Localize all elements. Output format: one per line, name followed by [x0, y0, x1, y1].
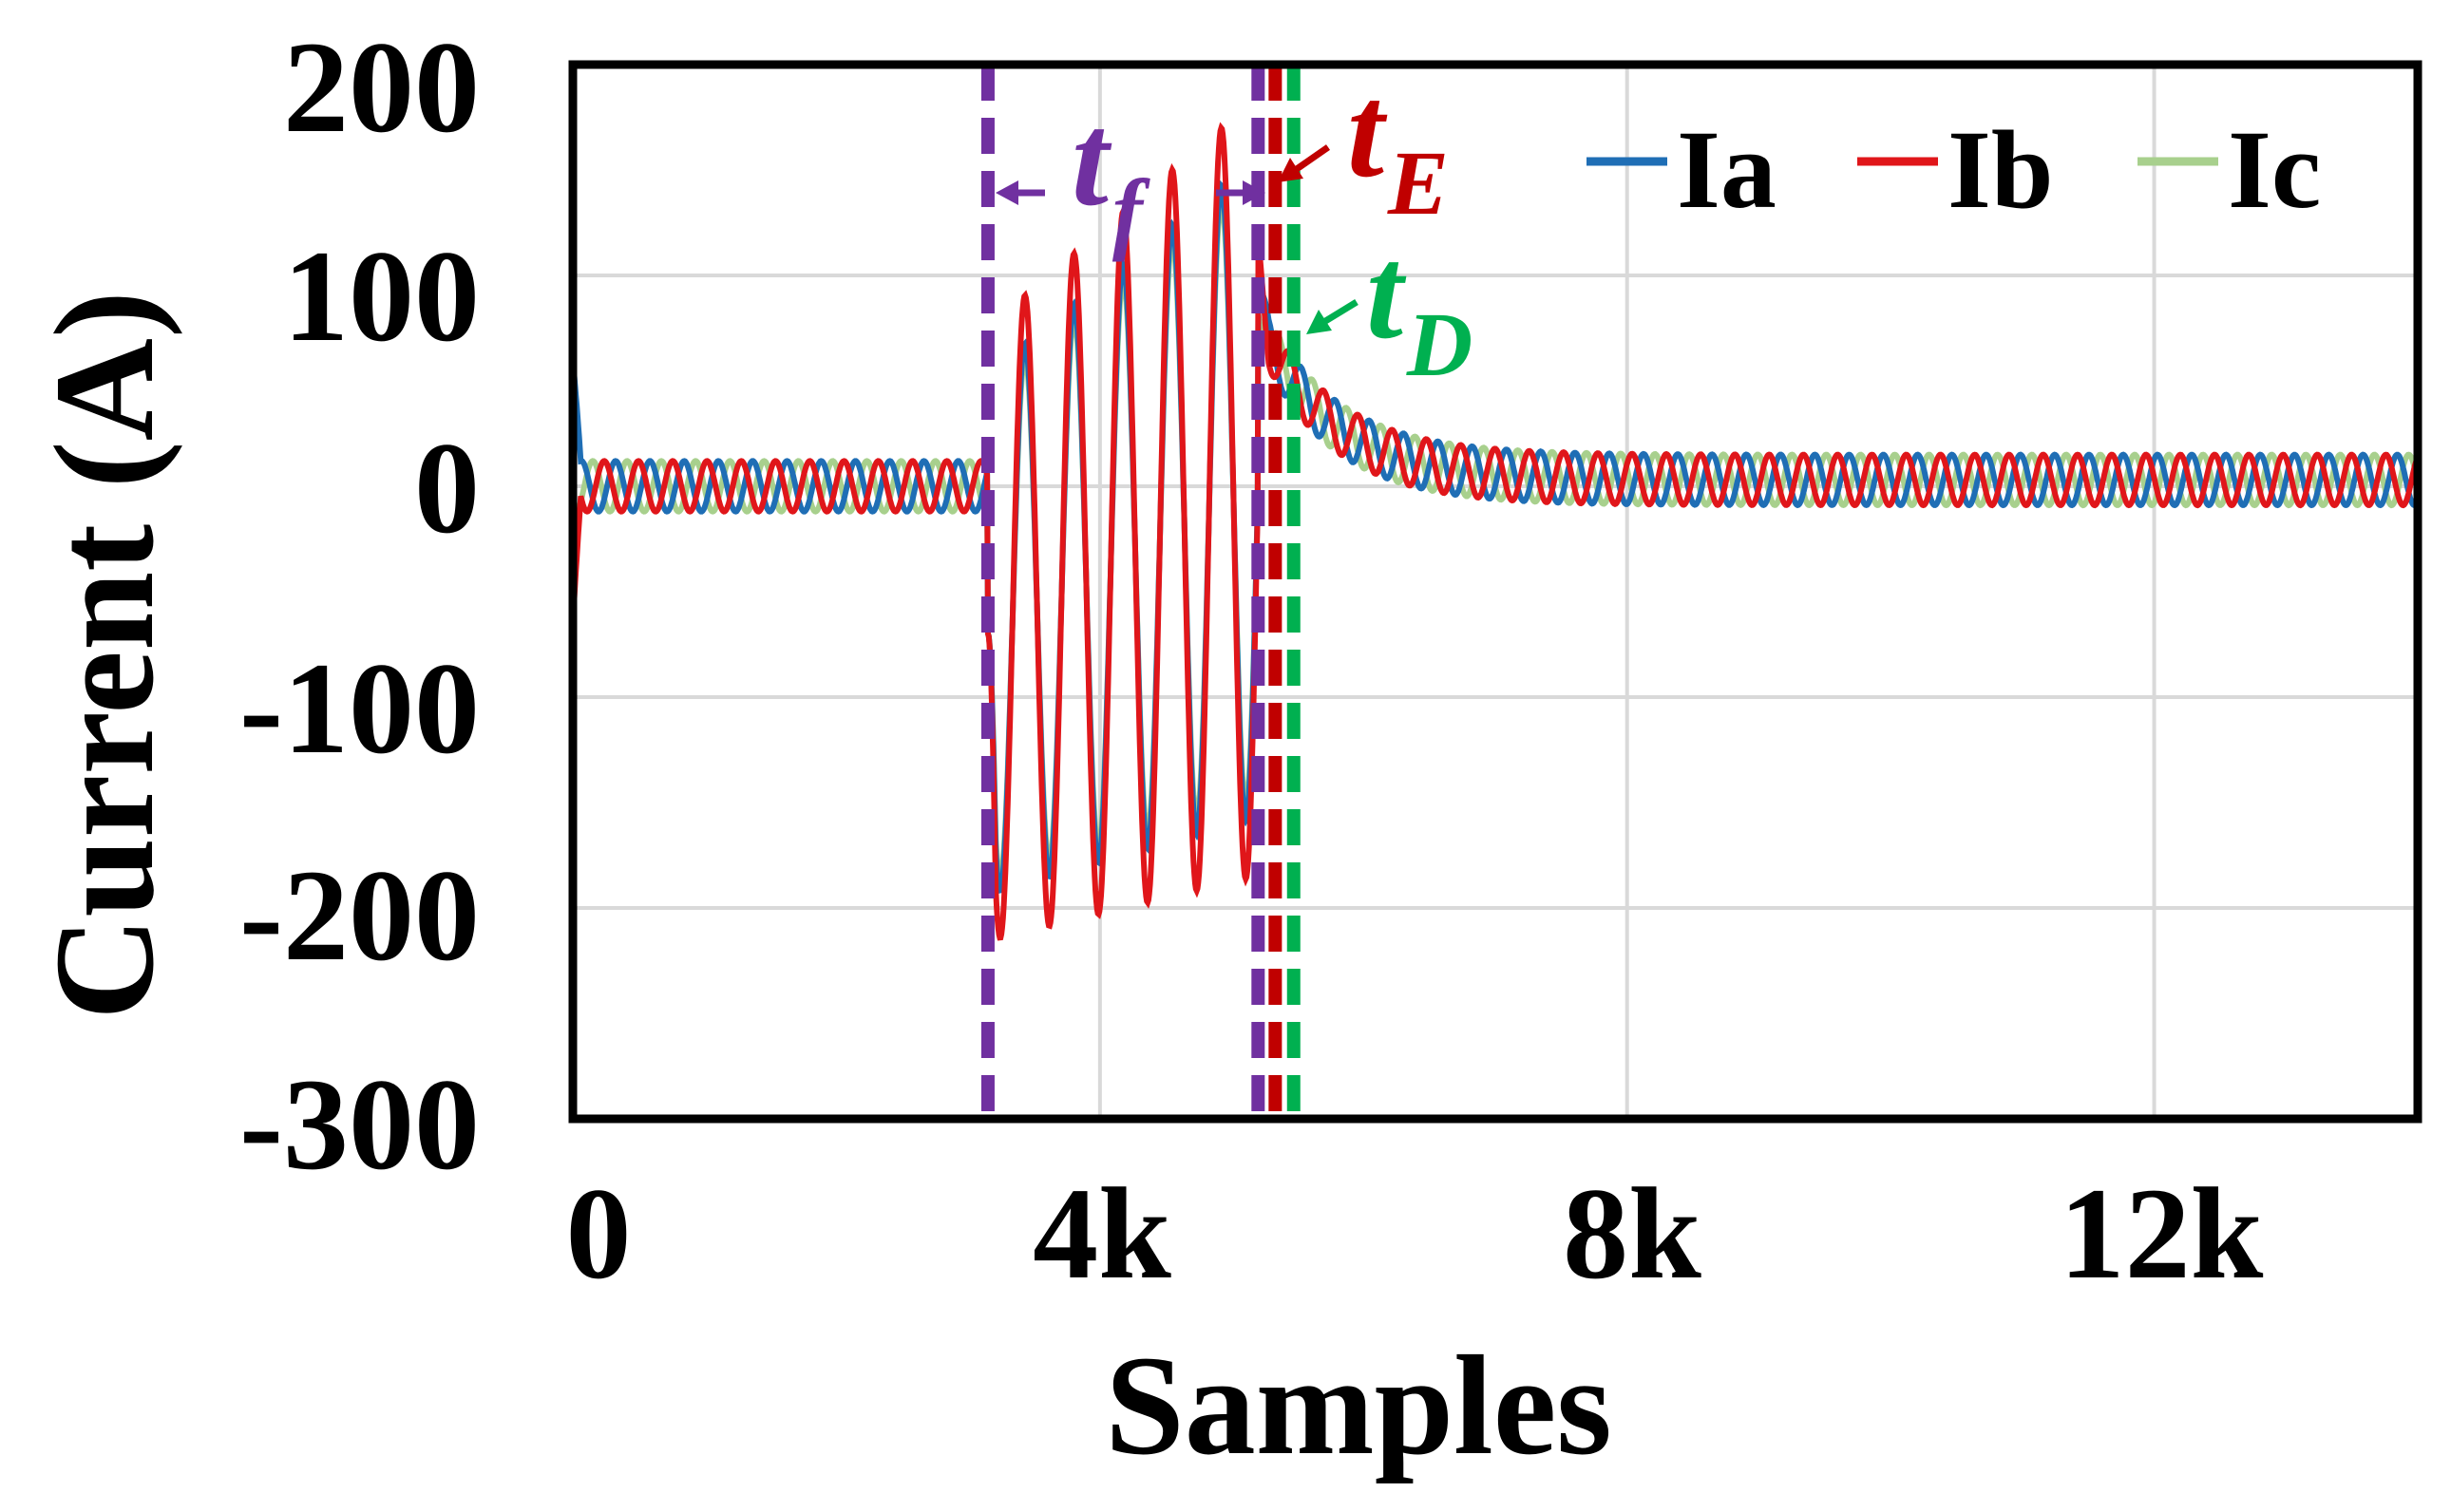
- tf-arrowhead-right: [1243, 180, 1265, 205]
- x-tick-label: 0: [566, 1161, 632, 1306]
- tf-arrowhead-left: [996, 180, 1018, 205]
- x-tick-labels: 0 4k 8k 12k: [566, 1161, 2264, 1306]
- x-tick-label: 8k: [1563, 1161, 1701, 1306]
- legend: Ia Ib Ic: [1586, 107, 2321, 232]
- x-tick-label: 4k: [1033, 1161, 1171, 1306]
- marker-layer: [980, 65, 1301, 1119]
- y-tick-label: 0: [414, 415, 480, 560]
- x-tick-label: 12k: [2060, 1161, 2264, 1306]
- y-tick-labels: 200 100 0 -100 -200 -300: [239, 14, 480, 1197]
- y-tick-label: 100: [283, 223, 480, 369]
- y-tick-label: -300: [239, 1051, 480, 1197]
- td-label: tD: [1366, 219, 1472, 395]
- series-line-ic: [573, 197, 2418, 880]
- series-line-ia: [573, 180, 2418, 895]
- y-tick-label: 200: [283, 14, 480, 160]
- plot-frame: [568, 60, 2422, 1124]
- annotations: tf tE tD: [996, 58, 1472, 395]
- te-label: tE: [1347, 58, 1449, 234]
- x-axis-title: Samples: [1105, 1327, 1611, 1484]
- y-axis-title: Current (A): [26, 291, 183, 1020]
- series-line-ib: [573, 122, 2418, 941]
- annotation-td: tD: [1306, 219, 1472, 395]
- td-arrow: [1320, 299, 1358, 326]
- tf-label: tf: [1072, 86, 1150, 262]
- legend-label-ic: Ic: [2228, 107, 2321, 232]
- legend-label-ib: Ib: [1948, 107, 2054, 232]
- gridlines: [571, 63, 2418, 1121]
- y-tick-label: -100: [239, 635, 480, 781]
- td-arrowhead: [1306, 310, 1332, 334]
- annotation-te: tE: [1278, 58, 1449, 234]
- series-layer: [573, 122, 2418, 941]
- legend-label-ia: Ia: [1677, 107, 1776, 232]
- y-tick-label: -200: [239, 842, 480, 988]
- te-arrow: [1292, 144, 1330, 174]
- te-arrowhead: [1278, 158, 1303, 182]
